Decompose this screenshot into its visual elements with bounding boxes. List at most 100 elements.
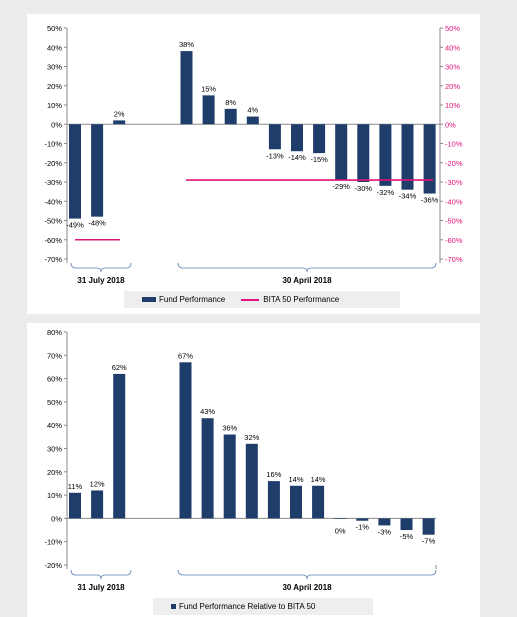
bar xyxy=(422,518,435,535)
bar xyxy=(91,124,104,217)
bar xyxy=(400,518,413,531)
y-tick-label-right: -30% xyxy=(445,178,463,187)
group-bracket xyxy=(70,569,132,580)
y-tick-label-right: -40% xyxy=(445,197,463,206)
bar xyxy=(91,490,104,519)
y-tick-label-right: 30% xyxy=(445,63,460,72)
bar-data-label: -15% xyxy=(310,155,328,164)
bar-data-label: -1% xyxy=(356,523,370,532)
bar xyxy=(334,518,347,519)
y-tick-label-right: -50% xyxy=(445,217,463,226)
y-tick-label-left: 10% xyxy=(47,491,62,500)
y-tick-label-right: 20% xyxy=(445,82,460,91)
bar-data-label: 36% xyxy=(222,424,237,433)
legend-item-fund-performance: Fund Performance xyxy=(142,295,225,304)
bar xyxy=(223,434,236,519)
y-tick-label-left: -20% xyxy=(44,159,62,168)
fund-performance-chart: 50% 40% 30% 20% 10% 0% -10% -20% -30% -40% -50% -60… xyxy=(27,14,480,314)
bar xyxy=(335,124,348,181)
legend-line-swatch xyxy=(241,298,260,301)
bar xyxy=(356,518,369,521)
bar xyxy=(69,124,81,219)
y-tick-label-right: -60% xyxy=(445,236,463,245)
bar xyxy=(113,120,126,125)
bar-data-label: 2% xyxy=(114,109,125,118)
y-tick-label-left: -30% xyxy=(44,178,62,187)
bar xyxy=(268,124,281,150)
group-label: 30 April 2018 xyxy=(282,276,332,285)
bar xyxy=(180,51,193,125)
bar-data-label: -49% xyxy=(66,221,84,230)
bar xyxy=(179,362,192,519)
bar-data-label: -48% xyxy=(88,219,106,228)
y-tick-label-left: 30% xyxy=(47,445,62,454)
chart2-legend: Fund Performance Relative to BITA 50 xyxy=(153,598,373,615)
bar-data-label: -13% xyxy=(266,151,284,160)
y-tick-label-left: -60% xyxy=(44,236,62,245)
bar-data-label: -29% xyxy=(332,182,350,191)
y-tick-label-left: 80% xyxy=(47,328,62,337)
bar-data-label: 11% xyxy=(68,482,83,491)
bar xyxy=(201,418,214,519)
y-tick-label-left: 0% xyxy=(51,514,62,523)
legend-item-bita50-performance: BITA 50 Performance xyxy=(241,295,339,304)
legend-label: Fund Performance xyxy=(159,295,226,304)
bar-data-label: 16% xyxy=(266,470,281,479)
y-tick-label-left: 50% xyxy=(47,398,62,407)
bar xyxy=(379,124,392,186)
y-tick-label-left: 70% xyxy=(47,351,62,360)
y-tick-label-left: -70% xyxy=(44,255,62,264)
bar-data-label: -5% xyxy=(400,532,414,541)
y-tick-label-right: 10% xyxy=(445,101,460,110)
bar-data-label: -36% xyxy=(421,196,439,205)
y-tick-label-right: 0% xyxy=(445,120,456,129)
y-tick-label-right: -70% xyxy=(445,255,463,264)
y-tick-label-left: -50% xyxy=(44,217,62,226)
group-bracket xyxy=(70,262,132,273)
bar-data-label: 14% xyxy=(288,475,303,484)
y-tick-label-left: 10% xyxy=(47,101,62,110)
y-tick-label-left: 60% xyxy=(47,375,62,384)
bar-data-label: 14% xyxy=(311,475,326,484)
bar xyxy=(357,124,370,182)
bar xyxy=(267,481,280,519)
bar-data-label: 4% xyxy=(247,106,258,115)
y-tick-label-right: 40% xyxy=(445,43,460,52)
bar xyxy=(313,124,326,154)
y-tick-label-left: 40% xyxy=(47,43,62,52)
y-tick-label-left: 0% xyxy=(51,120,62,129)
group-bracket xyxy=(177,569,437,580)
relative-performance-chart: 80% 70% 60% 50% 40% 30% 20% 10% 0% -10% -20% 11% 12%… xyxy=(27,323,480,617)
bar-data-label: 0% xyxy=(335,526,346,535)
y-tick-label-left: 20% xyxy=(47,82,62,91)
y-tick-label-left: -40% xyxy=(44,197,62,206)
bar xyxy=(401,124,414,190)
bar-data-label: 62% xyxy=(112,363,127,372)
bar xyxy=(245,443,258,519)
y-tick-label-left: 40% xyxy=(47,421,62,430)
bar-data-label: -34% xyxy=(399,192,417,201)
y-tick-label-left: -10% xyxy=(44,140,62,149)
legend-label: Fund Performance Relative to BITA 50 xyxy=(179,602,316,611)
y-tick-label-right: -20% xyxy=(445,159,463,168)
bar xyxy=(423,124,436,194)
group-bracket xyxy=(177,262,437,273)
bar xyxy=(378,518,391,526)
group-label: 30 April 2018 xyxy=(282,583,332,592)
bar-data-label: -7% xyxy=(422,537,436,546)
relative-performance-chart-svg: 80% 70% 60% 50% 40% 30% 20% 10% 0% -10% -20% 11% 12%… xyxy=(44,328,437,592)
bar xyxy=(224,108,237,125)
bar-data-label: -32% xyxy=(377,188,395,197)
y-tick-label-left: 50% xyxy=(47,24,62,33)
bar xyxy=(113,373,126,519)
bar-data-label: -30% xyxy=(355,184,373,193)
y-tick-label-left: 20% xyxy=(47,468,62,477)
bar-data-label: 12% xyxy=(90,479,105,488)
bar-data-label: 43% xyxy=(200,407,215,416)
bar xyxy=(291,124,303,152)
bar xyxy=(312,485,325,519)
group-label: 31 July 2018 xyxy=(77,276,125,285)
bar-data-label: 38% xyxy=(179,40,194,49)
y-tick-label-left: 30% xyxy=(47,63,62,72)
y-tick-label-left: -10% xyxy=(44,538,62,547)
